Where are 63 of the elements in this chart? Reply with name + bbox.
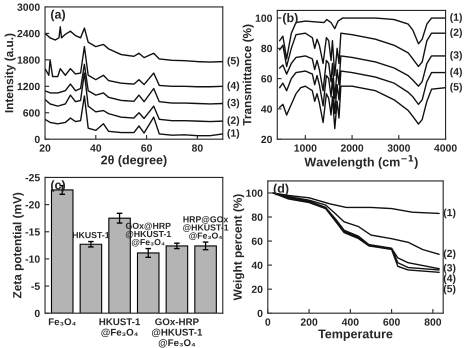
- series-label: (4): [450, 68, 462, 78]
- series-label: (2): [227, 116, 240, 126]
- series-label: (5): [227, 56, 240, 66]
- x-tick-label: 20: [40, 144, 50, 152]
- series-label: (3): [450, 51, 462, 61]
- y-tick-label: 2400: [17, 30, 40, 38]
- y-tick-label: 60: [261, 75, 272, 82]
- x-tick-label: 3000: [387, 144, 410, 152]
- series-label: (5): [450, 82, 462, 93]
- y-tick-label: 100: [246, 189, 263, 197]
- x-tick-label: 4000: [434, 144, 457, 152]
- y-tick-label: 80: [261, 44, 272, 52]
- y-tick-label: -10: [26, 255, 40, 263]
- y-tick-label: -20: [26, 201, 40, 208]
- y-axis-title: Transmittance (%): [242, 24, 254, 126]
- y-tick-label: -15: [26, 228, 40, 236]
- x-tick-label: 400: [342, 318, 359, 326]
- x-axis-title: Temperature: [318, 330, 392, 341]
- y-tick-label: 3000: [17, 3, 40, 11]
- x-tick-label: 200: [300, 318, 318, 326]
- y-tick-label: 600: [23, 109, 40, 117]
- y-tick-label: 40: [261, 105, 272, 113]
- x-tick-label: 40: [90, 144, 102, 152]
- y-tick-label: 40: [252, 262, 263, 269]
- x-tick-label: 1000: [294, 144, 316, 152]
- chart-title: (c): [50, 180, 66, 192]
- x-tick-label: 800: [424, 318, 442, 326]
- x-tick-label: 2000: [340, 144, 364, 152]
- y-tick-label: -5: [31, 282, 40, 290]
- series-label: (4): [444, 274, 456, 284]
- x-tick-label: 60: [141, 144, 152, 152]
- y-axis-title: Intensity (a.u.): [4, 34, 16, 112]
- y-tick-label: 1200: [18, 82, 40, 90]
- chart-title: (b): [282, 13, 298, 25]
- series-label: (1): [227, 129, 240, 139]
- x-axis-title: 2θ (degree): [101, 155, 167, 167]
- series-label: (3): [227, 98, 240, 108]
- y-axis-title: Zeta potential (mV): [12, 192, 24, 298]
- y-tick-label: -25: [26, 174, 40, 182]
- y-tick-label: 0: [258, 310, 263, 318]
- y-axis-title: Weight percent (%): [233, 194, 244, 300]
- x-tick-label: 600: [383, 318, 400, 326]
- series-label: (4): [227, 81, 240, 92]
- series-label: (1): [444, 208, 456, 218]
- series-label: (5): [444, 284, 456, 294]
- y-tick-label: 0: [34, 136, 40, 144]
- series-label: (1): [450, 13, 462, 23]
- chart-title: (d): [274, 184, 288, 196]
- y-tick-label: 20: [252, 286, 263, 294]
- y-tick-label: 100: [256, 14, 272, 22]
- chart-title: (a): [50, 10, 66, 22]
- x-tick-label: 80: [192, 144, 203, 152]
- x-tick-label: Fe₃O₄: [48, 318, 76, 326]
- y-tick-label: 80: [252, 214, 263, 221]
- y-tick-label: 20: [261, 136, 272, 144]
- series-label: (2): [444, 249, 456, 260]
- y-tick-label: 1800: [18, 56, 40, 64]
- x-tick-label: GOx-HRP @HKUST-1 @Fe₃O₄: [152, 318, 202, 348]
- y-tick-label: 0: [34, 310, 40, 318]
- series-label: (3): [444, 264, 456, 274]
- series-label: (2): [450, 28, 462, 38]
- x-axis-title: Wavelength (cm$^{−1}$): [304, 155, 418, 169]
- x-tick-label: HKUST-1 @Fe₃O₄: [99, 318, 140, 338]
